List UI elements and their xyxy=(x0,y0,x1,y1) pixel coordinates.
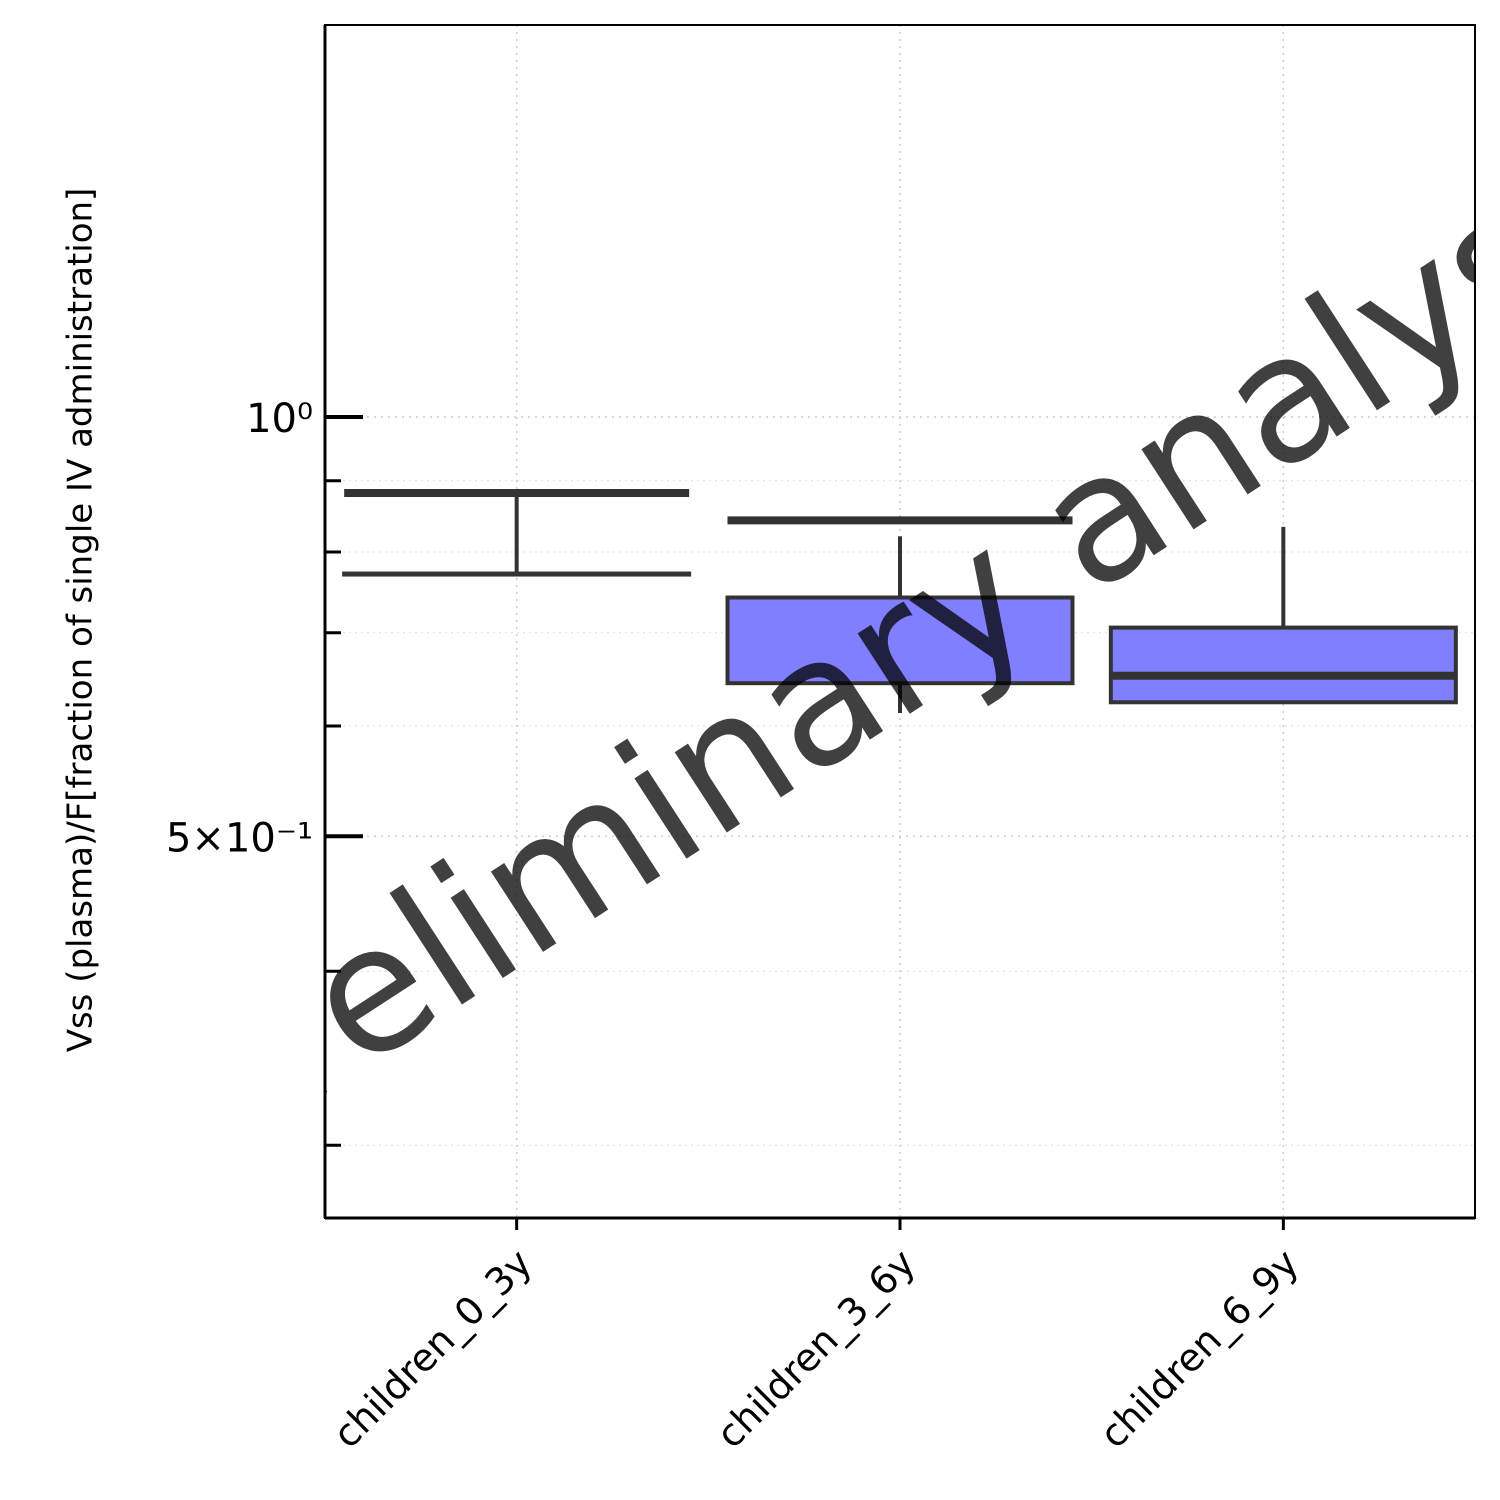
x-tick-label: children_0_3y xyxy=(325,1241,541,1457)
box xyxy=(342,571,692,577)
plot-area: preliminary analysis xyxy=(325,76,1475,1205)
y-tick-label: 10⁰ xyxy=(246,396,313,442)
y-axis-label: Vss (plasma)/F[fraction of single IV adm… xyxy=(61,188,101,1053)
box xyxy=(1108,625,1458,705)
x-tick-label: children_6_9y xyxy=(1091,1241,1307,1457)
x-tick-label: children_3_6y xyxy=(708,1241,924,1457)
box xyxy=(725,595,1075,686)
y-tick-label: 5×10⁻¹ xyxy=(166,815,313,861)
